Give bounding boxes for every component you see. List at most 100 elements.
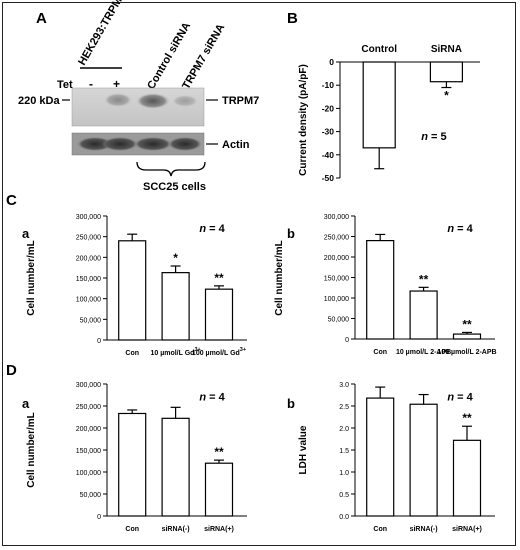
category-text: 100 µmol/L Gd	[192, 350, 240, 357]
sample-size-label: n = 4	[199, 392, 225, 404]
y-tick-label: 250,000	[76, 235, 101, 242]
y-tick-label: 100,000	[324, 296, 349, 303]
category-text: siRNA(-)	[410, 526, 438, 533]
y-tick-label: 0.5	[339, 492, 349, 499]
category-label: 10 µmol/L 2-APB	[396, 349, 451, 356]
y-tick-label: -10	[322, 80, 335, 90]
sample-size-label: n = 4	[199, 223, 225, 235]
category-label: Con	[125, 526, 139, 533]
bar	[161, 417, 190, 517]
significance-mark: **	[462, 317, 472, 331]
y-tick-label: 150,000	[76, 276, 101, 283]
n-value: = 5	[428, 131, 447, 143]
subpanel-letter-db: b	[287, 396, 295, 411]
y-axis-label: Cell number/mL	[274, 240, 285, 316]
panel-letter-a: A	[36, 10, 47, 27]
y-axis-label: LDH value	[298, 425, 309, 474]
sample-size-label: n = 5	[421, 131, 446, 143]
scc25-label: SCC25 cells	[143, 181, 206, 193]
y-tick-label: 0	[329, 57, 334, 67]
category-label: 10 µmol/L Gd3+	[150, 347, 200, 357]
tet-plus: +	[113, 77, 120, 91]
y-tick-label: 250,000	[76, 404, 101, 411]
n-symbol: n	[421, 131, 428, 143]
category-text: siRNA(+)	[204, 526, 234, 533]
actin-band-1	[77, 137, 113, 151]
n-value: = 4	[206, 223, 226, 235]
bar	[429, 61, 463, 83]
bar	[452, 333, 482, 340]
y-tick-label: 100,000	[76, 297, 101, 304]
bar	[452, 439, 482, 517]
significance-mark: **	[214, 271, 224, 285]
category-label: siRNA(-)	[162, 526, 190, 533]
chart-b-current-density: 0 -10 -20 -30 -40 -50 Current density (pA/pF) C…	[298, 44, 480, 183]
bar	[409, 290, 438, 340]
category-label: Con	[373, 526, 387, 533]
western-blot-panel: HEK293:TRPM7 Control siRNA TRPM7 siRNA T…	[18, 0, 259, 193]
panel-letter-d: D	[6, 362, 17, 379]
category-superscript: 3+	[240, 347, 246, 353]
n-value: = 4	[454, 223, 474, 235]
bar	[362, 61, 396, 149]
y-tick-label: 150,000	[76, 448, 101, 455]
marker-220kda: 220 kDa	[18, 95, 60, 107]
category-label: siRNA(+)	[452, 526, 482, 533]
scc25-bracket	[136, 161, 206, 177]
y-tick-label: 300,000	[76, 382, 101, 389]
category-label: siRNA(+)	[204, 526, 234, 533]
y-tick-label: 0.0	[339, 514, 349, 521]
category-text: siRNA(-)	[162, 526, 190, 533]
y-tick-label: 0	[97, 514, 101, 521]
bar	[161, 272, 190, 341]
category-label: siRNA(-)	[410, 526, 438, 533]
category-label: Con	[125, 350, 139, 357]
y-tick-label: 300,000	[76, 214, 101, 221]
significance-mark: **	[462, 411, 472, 425]
y-tick-label: 3.0	[339, 382, 349, 389]
actin-band-3	[134, 137, 172, 151]
sample-size-label: n = 4	[447, 392, 473, 404]
y-tick-label: 150,000	[324, 276, 349, 283]
y-tick-label: -40	[322, 150, 335, 160]
y-tick-label: -20	[322, 103, 335, 113]
y-tick-label: 50,000	[80, 317, 102, 324]
y-tick-label: -50	[322, 173, 335, 183]
n-symbol: n	[447, 392, 454, 404]
category-label: Con	[373, 349, 387, 356]
y-tick-label: 1.5	[339, 448, 349, 455]
y-tick-label: 0	[345, 337, 349, 344]
y-tick-label: 0	[97, 338, 101, 345]
category-text: 10 µmol/L 2-APB	[396, 349, 451, 356]
category-text: Con	[125, 350, 139, 357]
bar	[409, 403, 438, 517]
n-value: = 4	[206, 392, 226, 404]
chart-cb-2apb-cell-number: b 0 50,000 100,000 150,000 200,000 250,000 300,…	[274, 214, 497, 356]
trpm7-band-control	[136, 93, 170, 109]
y-axis-label: Cell number/mL	[26, 412, 37, 488]
significance-mark: **	[419, 272, 429, 286]
n-value: = 4	[454, 392, 474, 404]
n-symbol: n	[199, 392, 206, 404]
y-tick-label: 1.0	[339, 470, 349, 477]
category-text: 10 µmol/L Gd	[150, 350, 194, 357]
bar	[204, 288, 234, 341]
category-label: 100 µmol/L 2-APB	[437, 349, 496, 356]
chart-db-ldh-value: b 0.0 0.5 1.0 1.5 2.0 2.5 3.0 LDH value Con siRNA(…	[287, 382, 495, 533]
significance-mark: **	[214, 445, 224, 459]
bar	[366, 240, 395, 340]
category-text: 100 µmol/L 2-APB	[437, 349, 496, 356]
category-text: Con	[125, 526, 139, 533]
y-tick-label: 200,000	[76, 255, 101, 262]
band-label-trpm7: TRPM7	[222, 95, 259, 107]
y-tick-label: 100,000	[76, 470, 101, 477]
n-symbol: n	[447, 223, 454, 235]
tet-minus: -	[89, 77, 93, 91]
actin-band-2	[102, 137, 138, 151]
chart-ca-gd-cell-number: a 0 50,000 100,000 150,000 200,000 250,000 300,…	[22, 214, 247, 357]
band-label-actin: Actin	[222, 139, 250, 151]
y-tick-label: 50,000	[80, 492, 102, 499]
sample-size-label: n = 4	[447, 223, 473, 235]
bar	[204, 462, 234, 517]
y-tick-label: 300,000	[324, 214, 349, 221]
